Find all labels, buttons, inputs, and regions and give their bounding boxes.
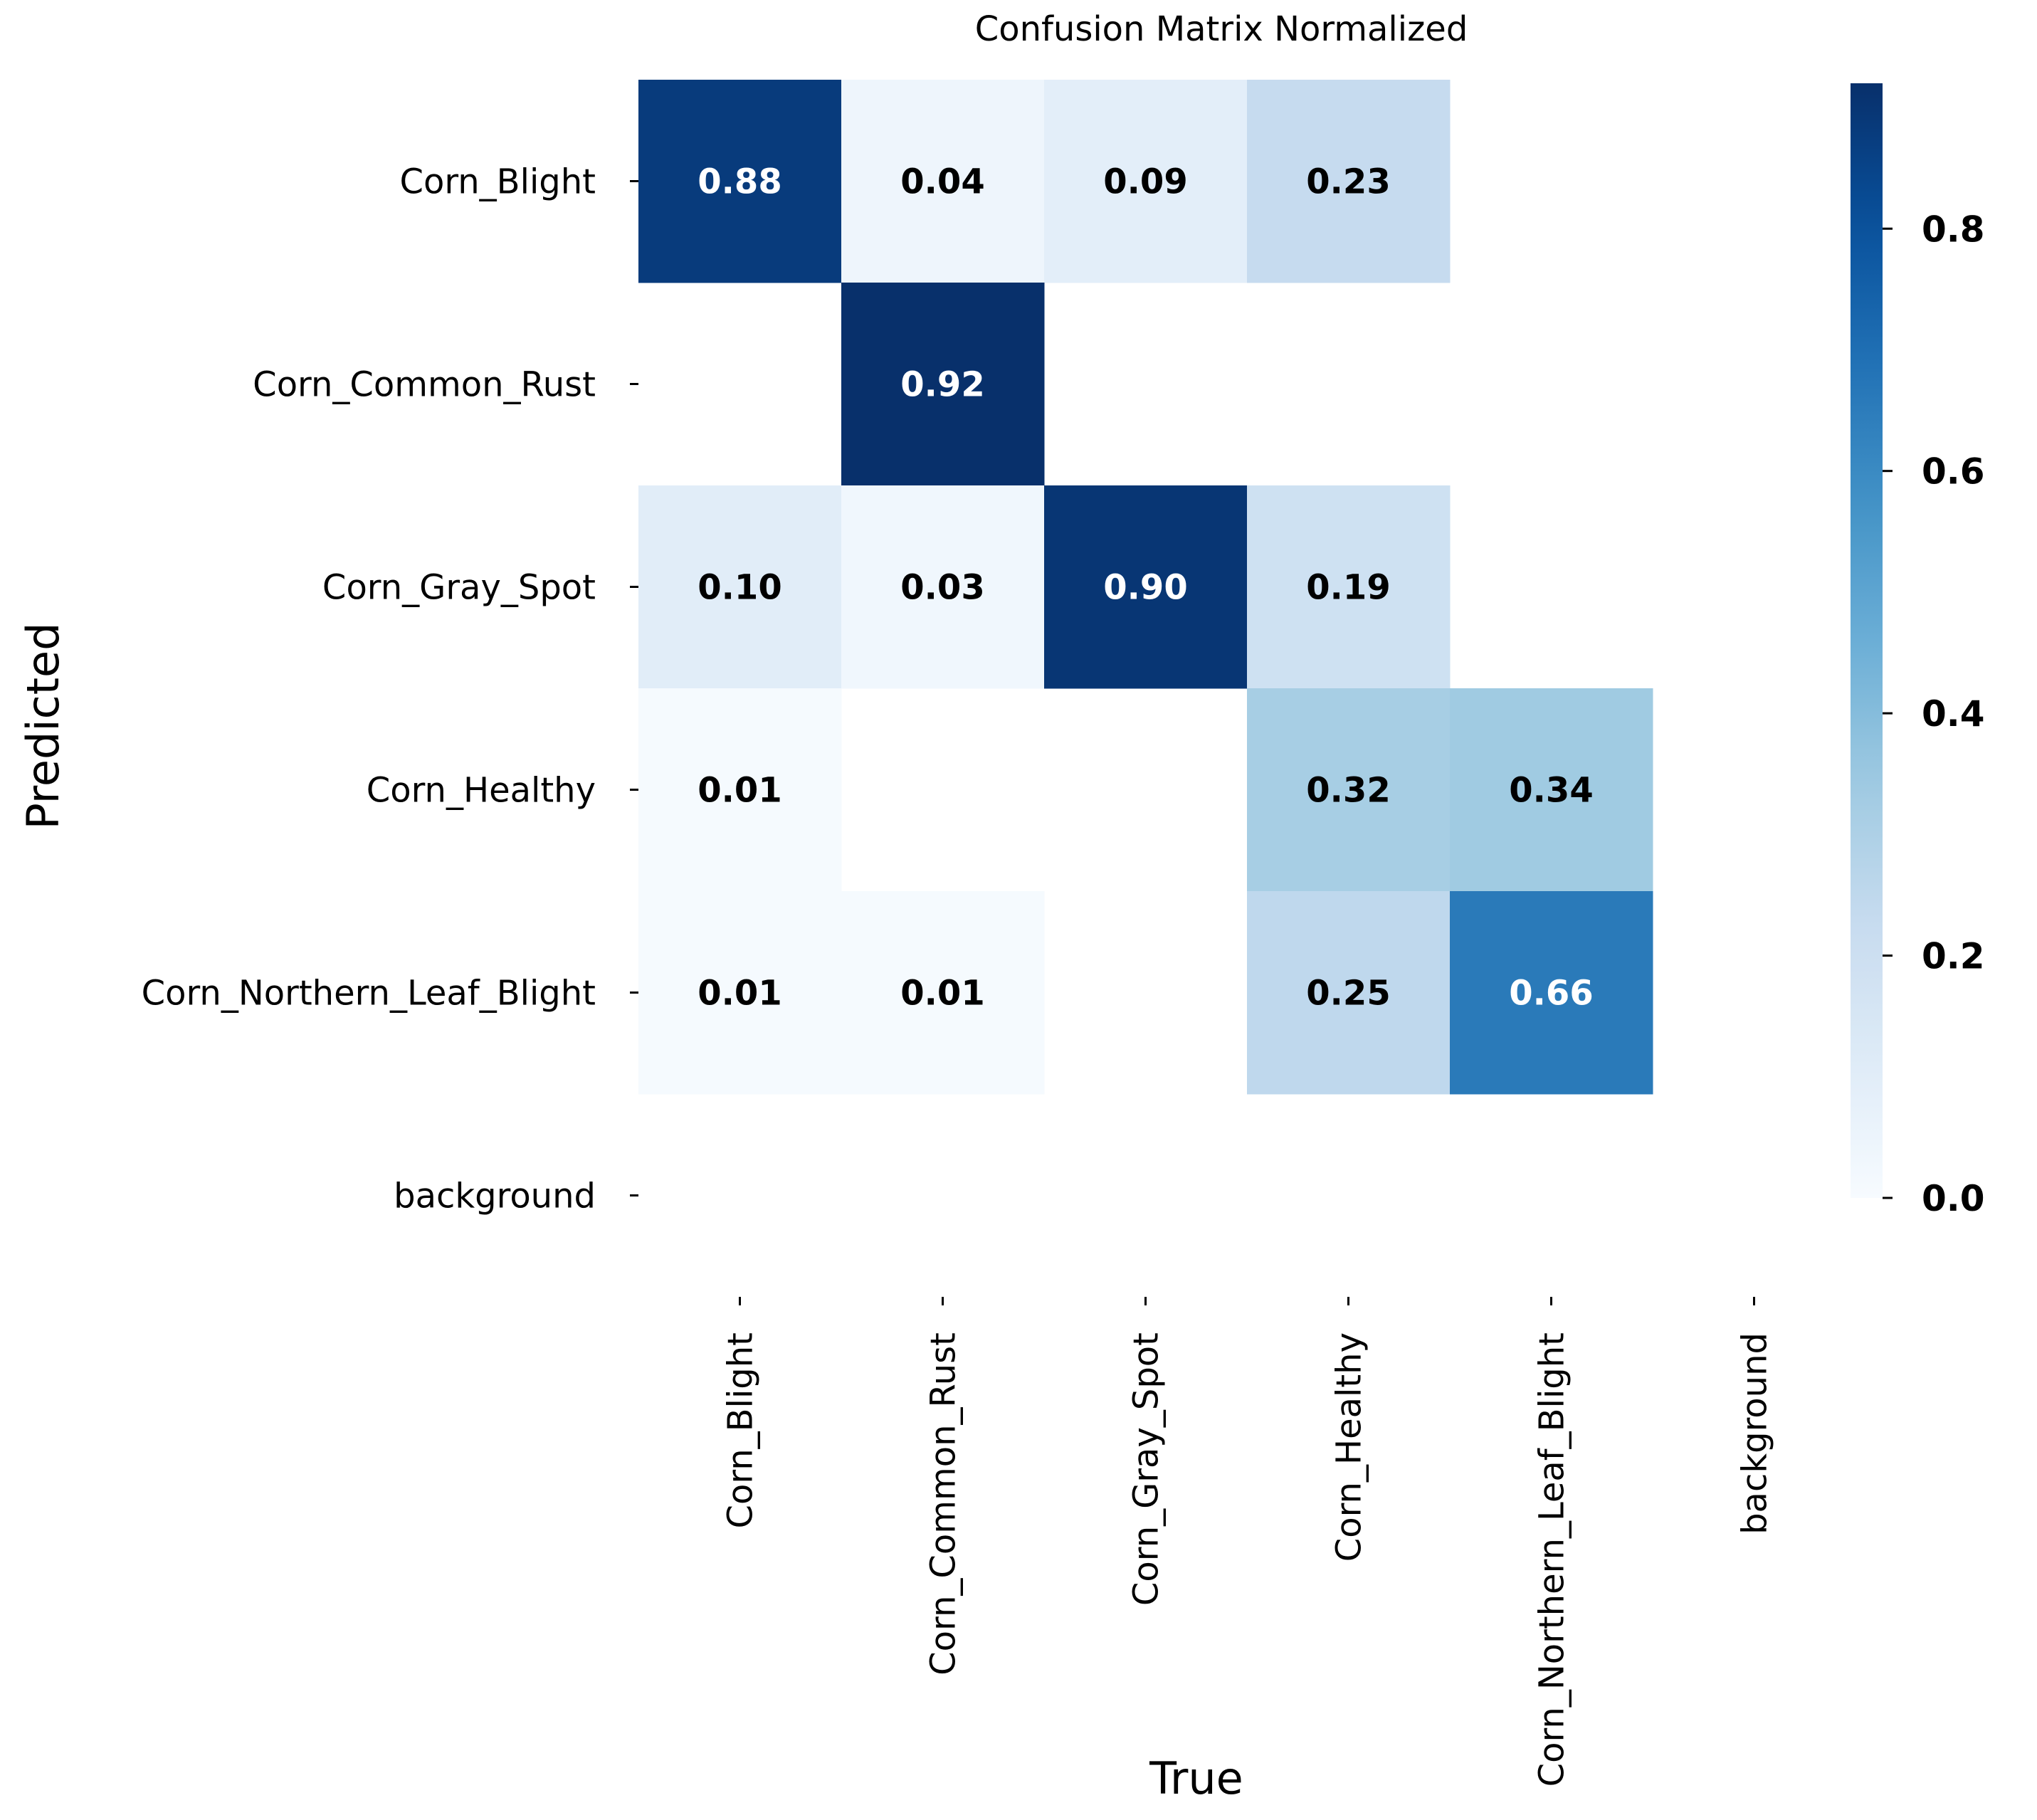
heatmap-cell-r4-c0 [638, 891, 842, 1095]
heatmap-cell-r4-c3 [1247, 891, 1451, 1095]
colorbar-tick-label: 0.2 [1922, 936, 1985, 977]
x-tick-label: Corn_Common_Rust [924, 1332, 964, 1676]
colorbar-tick-label: 0.0 [1922, 1178, 1985, 1219]
heatmap-cell-r3-c4 [1450, 688, 1653, 892]
colorbar-gradient [1851, 83, 1883, 1198]
cell-value-label: 0.23 [1306, 162, 1390, 202]
y-tick-label: Corn_Common_Rust [253, 365, 596, 405]
y-axis-label: Predicted [17, 622, 69, 829]
y-axis-ticks: Corn_Blight Corn_Common_Rust Corn_Gray_Spo… [142, 162, 638, 1216]
heatmap-cell-r2-c0 [638, 485, 842, 689]
cell-value-label: 0.10 [698, 568, 781, 608]
cell-value-label: 0.34 [1509, 771, 1593, 811]
heatmap-cell-r0-c2 [1044, 80, 1248, 283]
cell-value-label: 0.01 [698, 974, 781, 1014]
heatmap-cell-r0-c1 [841, 80, 1045, 283]
heatmap-cell-r3-c3 [1247, 688, 1451, 892]
x-axis-ticks: Corn_Blight Corn_Common_Rust Corn_Gray_Spo… [721, 1297, 1775, 1787]
heatmap-cell-r0-c0 [638, 80, 842, 283]
x-tick-label: Corn_Healthy [1330, 1332, 1369, 1562]
y-tick-label: Corn_Northern_Leaf_Blight [142, 974, 596, 1014]
cell-value-label: 0.25 [1306, 974, 1390, 1014]
cell-value-label: 0.90 [1103, 568, 1187, 608]
cell-value-label: 0.04 [900, 162, 984, 202]
x-tick-label: Corn_Northern_Leaf_Blight [1532, 1332, 1572, 1787]
colorbar-tick-label: 0.8 [1922, 209, 1985, 250]
cell-value-label: 0.09 [1103, 162, 1187, 202]
x-tick-label: Corn_Blight [721, 1332, 761, 1529]
heatmap-cell-r3-c0 [638, 688, 842, 892]
cell-value-label: 0.03 [900, 568, 984, 608]
cell-value-label: 0.01 [900, 974, 984, 1014]
heatmap-cell-r4-c4 [1450, 891, 1653, 1095]
colorbar-tick-label: 0.6 [1922, 451, 1985, 493]
cell-value-label: 0.19 [1306, 568, 1390, 608]
heatmap-cell-r1-c1 [841, 283, 1045, 486]
y-tick-label: background [394, 1177, 596, 1216]
heatmap-cell-r0-c3 [1247, 80, 1451, 283]
cell-value-label: 0.66 [1509, 974, 1593, 1014]
cell-value-label: 0.92 [900, 365, 984, 405]
y-tick-label: Corn_Gray_Spot [322, 568, 596, 608]
cell-value-label: 0.32 [1306, 771, 1390, 811]
heatmap-cell-labels: 0.88 0.04 0.09 0.23 0.92 0.10 0.03 0.90 0.19 0.01… [698, 162, 1593, 1014]
cell-value-label: 0.01 [698, 771, 781, 811]
heatmap-cell-r2-c3 [1247, 485, 1451, 689]
x-tick-label: Corn_Gray_Spot [1127, 1332, 1167, 1606]
colorbar: 0.0 0.2 0.4 0.6 0.8 [1851, 83, 1985, 1219]
y-tick-label: Corn_Blight [399, 162, 596, 202]
x-tick-label: background [1735, 1332, 1775, 1535]
x-axis-label: True [1149, 1752, 1243, 1804]
cell-value-label: 0.88 [698, 162, 781, 202]
heatmap-cell-r2-c2 [1044, 485, 1248, 689]
y-tick-label: Corn_Healthy [367, 771, 596, 811]
chart-title: Confusion Matrix Normalized [975, 9, 1468, 49]
colorbar-tick-label: 0.4 [1922, 693, 1985, 735]
heatmap-cell-r4-c1 [841, 891, 1045, 1095]
heatmap-cell-r2-c1 [841, 485, 1045, 689]
heatmap-cells [638, 80, 1653, 1095]
